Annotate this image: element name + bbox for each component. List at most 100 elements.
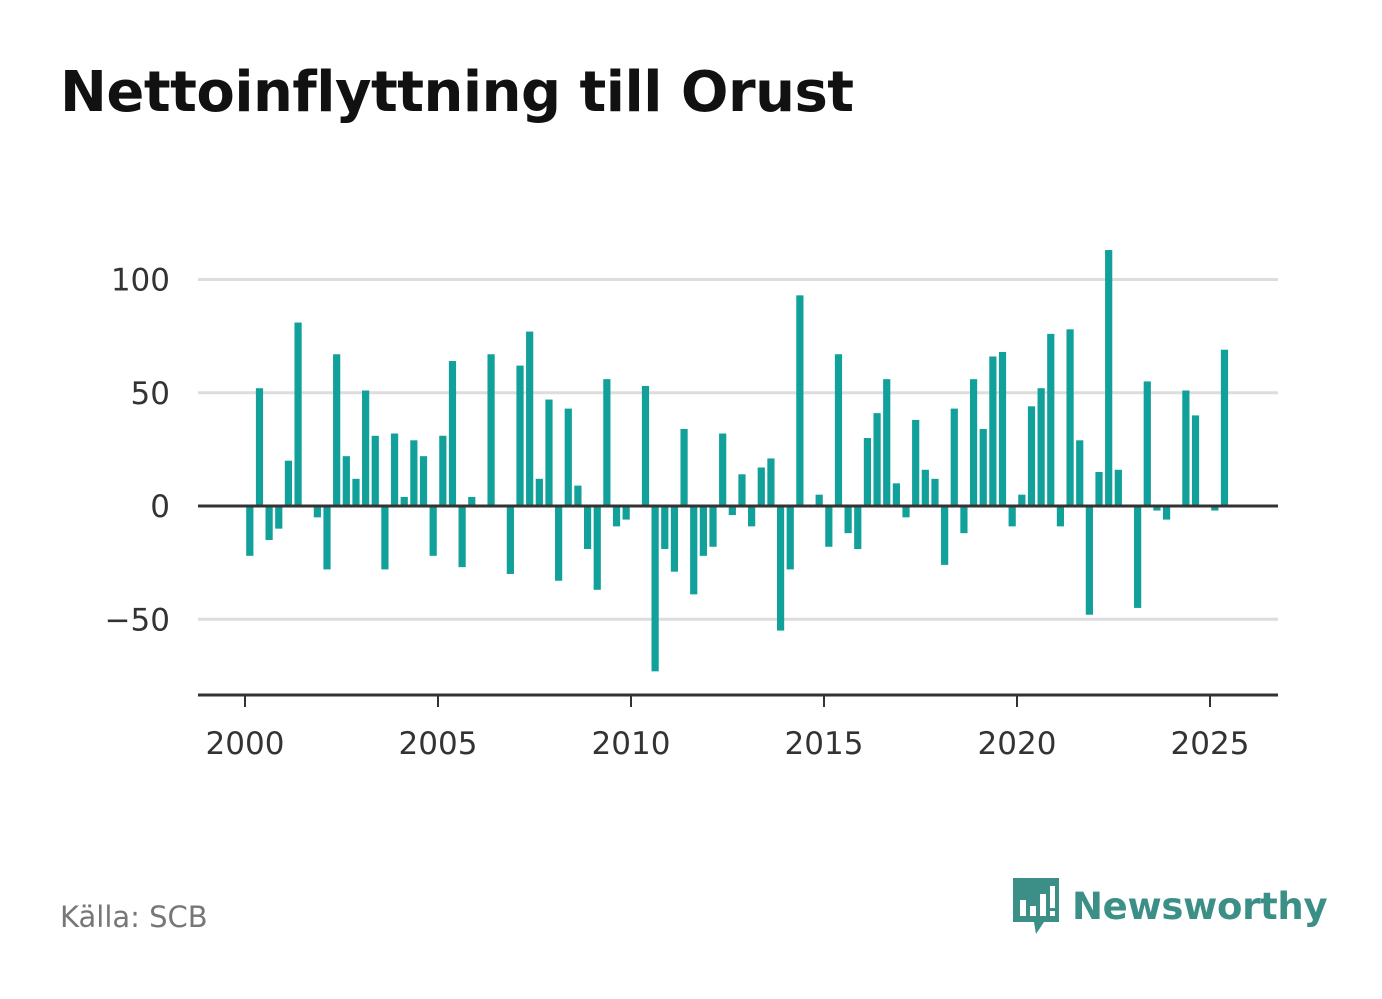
bar xyxy=(574,485,582,506)
bar xyxy=(458,506,466,568)
bar xyxy=(786,506,794,570)
bar xyxy=(1114,469,1122,506)
bar xyxy=(313,506,321,518)
bar xyxy=(728,506,736,516)
bar xyxy=(1056,506,1065,527)
bar xyxy=(1018,494,1026,506)
bar xyxy=(419,456,428,506)
bar xyxy=(1143,381,1151,506)
bar xyxy=(583,506,592,550)
bar xyxy=(255,388,264,506)
chart-title: Nettoinflyttning till Orust xyxy=(60,60,854,125)
bar xyxy=(1066,329,1074,506)
bar xyxy=(535,478,543,506)
x-tick-label: 2025 xyxy=(1171,726,1250,762)
bar xyxy=(670,506,679,572)
bar xyxy=(863,438,872,506)
bar xyxy=(921,469,929,506)
bar xyxy=(275,506,283,529)
bar xyxy=(719,433,727,506)
bar xyxy=(1211,506,1219,511)
bar xyxy=(593,506,601,590)
bar xyxy=(429,506,437,556)
bar xyxy=(680,428,688,506)
bar xyxy=(825,506,833,547)
bars xyxy=(246,250,1229,672)
bar xyxy=(342,456,350,506)
bar xyxy=(998,351,1007,506)
bar xyxy=(1047,333,1055,506)
bar xyxy=(526,331,534,506)
newsworthy-logo: Newsworthy xyxy=(1010,876,1328,936)
bar xyxy=(844,506,852,534)
bar xyxy=(757,467,765,506)
bar xyxy=(960,506,968,534)
bar xyxy=(1037,388,1045,506)
y-tick-label: 0 xyxy=(150,489,170,525)
bar xyxy=(1220,349,1229,506)
bar xyxy=(545,399,553,506)
bar xyxy=(767,458,775,506)
bar xyxy=(815,494,823,506)
bar xyxy=(892,483,900,506)
gridlines xyxy=(198,278,1278,621)
bar xyxy=(661,506,669,550)
y-tick-label: 100 xyxy=(111,263,170,299)
bar xyxy=(246,506,254,556)
y-tick-label: −50 xyxy=(105,602,170,638)
bar xyxy=(622,506,630,520)
bar xyxy=(555,506,563,581)
bar xyxy=(1162,506,1171,520)
x-tick-label: 2020 xyxy=(978,726,1057,762)
bar xyxy=(284,460,293,506)
x-tick-label: 2010 xyxy=(592,726,671,762)
bar xyxy=(506,506,514,574)
x-tick-label: 2000 xyxy=(206,726,285,762)
bar xyxy=(641,385,650,506)
bar xyxy=(410,440,418,506)
bar xyxy=(873,413,881,506)
bar xyxy=(612,506,621,527)
tick-labels: 100 50 0 −50 2000 2005 2010 2015 2020 2025 xyxy=(105,263,1250,763)
bar xyxy=(1008,506,1016,527)
bar xyxy=(969,379,978,506)
bar xyxy=(371,435,379,506)
bar xyxy=(323,506,331,570)
x-tick-label: 2005 xyxy=(399,726,478,762)
bar xyxy=(690,506,698,595)
x-tick-label: 2015 xyxy=(785,726,864,762)
bar xyxy=(776,506,785,631)
bar xyxy=(989,356,997,506)
bar xyxy=(439,435,447,506)
bar xyxy=(448,361,457,506)
brand-name: Newsworthy xyxy=(1072,884,1328,928)
bar xyxy=(1105,250,1113,506)
bar xyxy=(516,365,524,506)
bar xyxy=(834,354,843,506)
bar xyxy=(941,506,949,565)
bar xyxy=(1134,506,1142,608)
y-tick-label: 50 xyxy=(131,376,170,412)
bar xyxy=(950,408,958,506)
bar xyxy=(1085,506,1093,615)
bar xyxy=(902,506,910,518)
bar xyxy=(1095,472,1103,506)
bar xyxy=(979,428,987,506)
bar xyxy=(381,506,389,570)
bar xyxy=(854,506,862,550)
bar xyxy=(487,354,495,506)
bar xyxy=(564,408,572,506)
newsworthy-icon xyxy=(1013,878,1059,934)
bar xyxy=(362,390,370,506)
bar xyxy=(796,295,804,506)
bar xyxy=(748,506,756,527)
bar xyxy=(709,506,717,547)
bar xyxy=(1027,406,1036,506)
bar xyxy=(333,354,341,506)
bar xyxy=(931,478,939,506)
bar xyxy=(651,506,659,672)
bar xyxy=(1191,415,1200,506)
bar xyxy=(390,433,399,506)
bar xyxy=(1076,440,1084,506)
